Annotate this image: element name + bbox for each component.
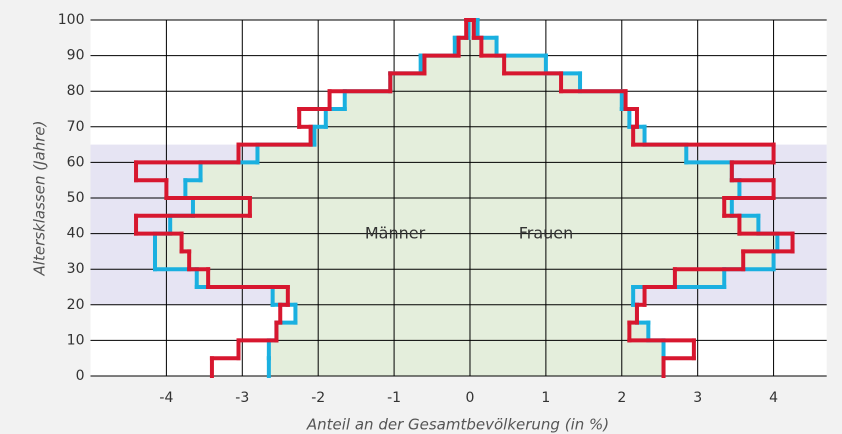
annotation: Männer	[365, 224, 426, 243]
y-tick-label: 20	[67, 297, 85, 313]
x-tick-label: 4	[769, 390, 778, 406]
y-tick-label: 0	[76, 368, 85, 384]
x-tick-label: -2	[311, 390, 325, 406]
x-tick-label: 0	[466, 390, 475, 406]
x-tick-label: -4	[159, 390, 173, 406]
y-tick-label: 80	[67, 83, 85, 99]
y-axis-label: Altersklassen (Jahre)	[31, 121, 49, 277]
y-tick-label: 100	[58, 12, 85, 28]
y-tick-label: 60	[67, 154, 85, 170]
y-tick-label: 30	[67, 261, 85, 277]
annotation: Frauen	[519, 224, 574, 243]
y-tick-label: 90	[67, 48, 85, 64]
x-tick-label: 3	[693, 390, 702, 406]
y-tick-label: 10	[67, 332, 85, 348]
x-tick-label: -1	[387, 390, 401, 406]
x-tick-label: -3	[235, 390, 249, 406]
x-tick-label: 1	[541, 390, 550, 406]
y-tick-label: 70	[67, 119, 85, 135]
x-tick-label: 2	[617, 390, 626, 406]
x-axis-label: Anteil an der Gesamtbevölkerung (in %)	[306, 416, 609, 434]
y-tick-label: 50	[67, 190, 85, 206]
y-tick-label: 40	[67, 226, 85, 242]
